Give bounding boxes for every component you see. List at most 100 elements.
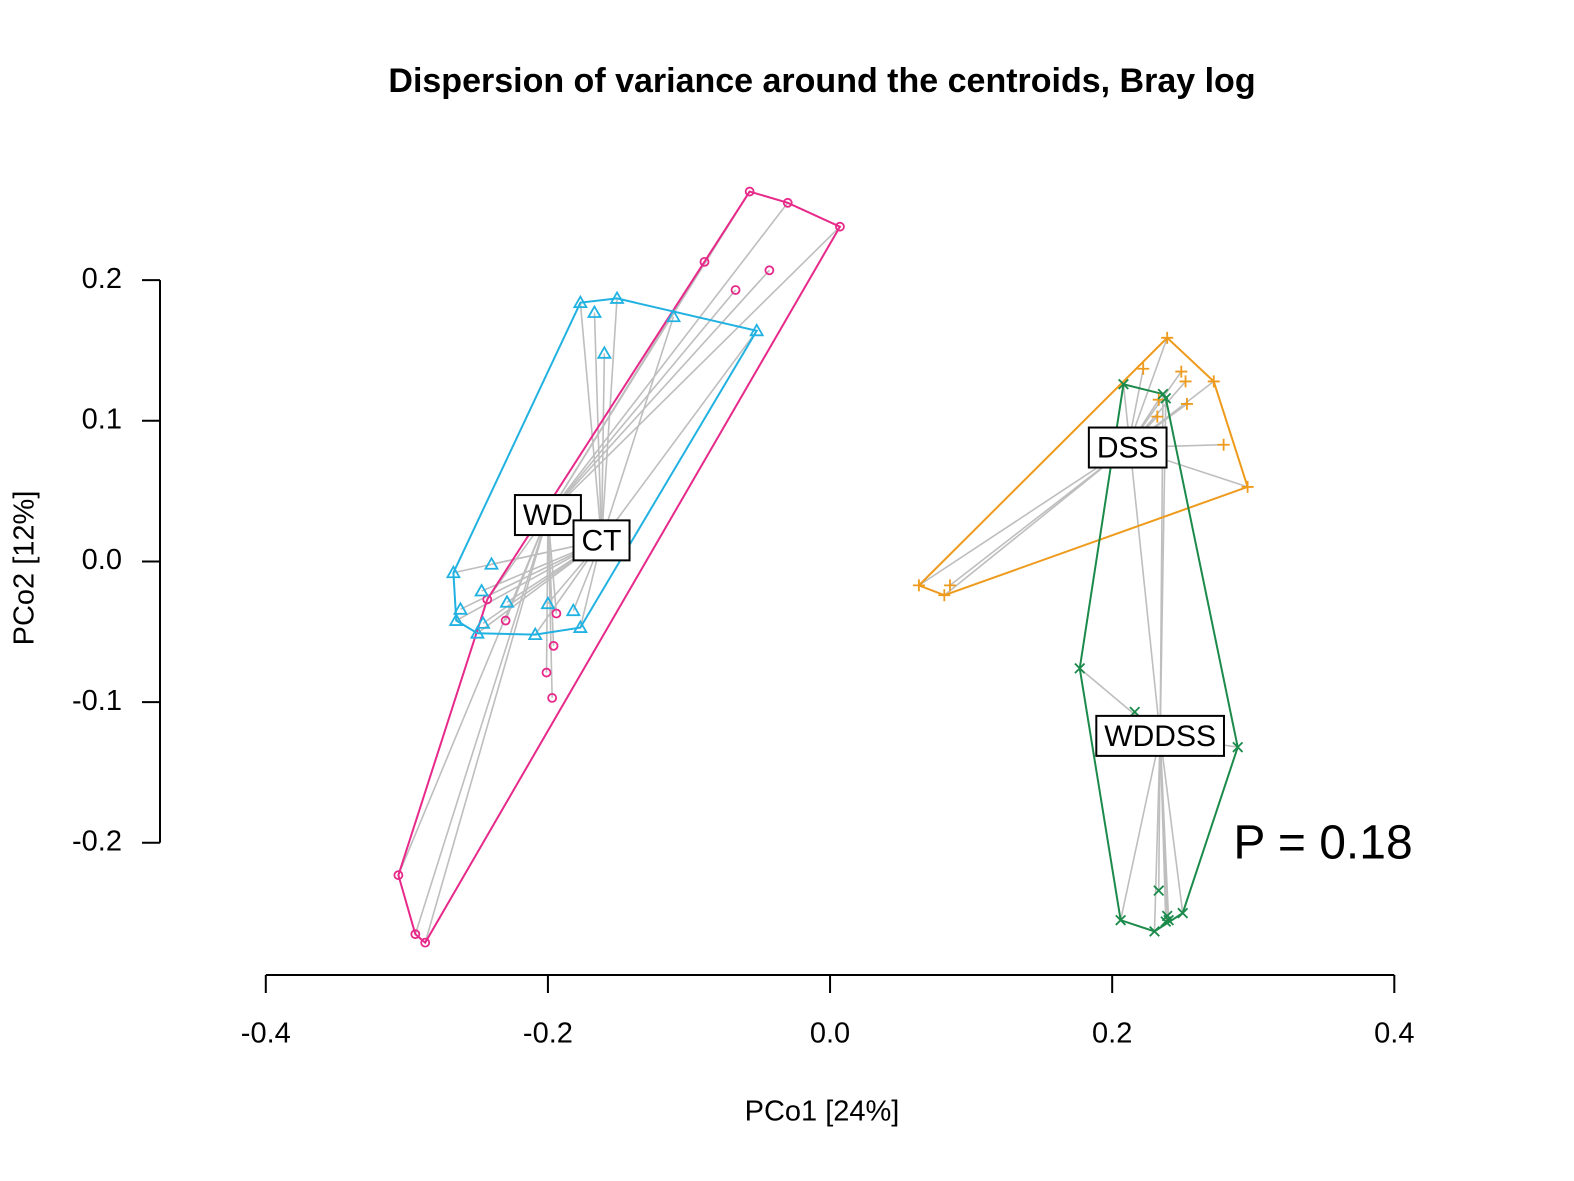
point <box>1153 885 1165 897</box>
point <box>665 308 682 323</box>
point <box>609 290 625 304</box>
point <box>500 615 511 626</box>
point <box>1180 397 1193 410</box>
point <box>1217 438 1230 451</box>
point <box>749 322 765 337</box>
point <box>943 579 956 592</box>
centroid-label-box <box>1087 426 1168 469</box>
convex-hull <box>452 297 759 636</box>
centroid-label-box <box>513 494 582 537</box>
point <box>730 285 741 295</box>
point <box>420 937 431 948</box>
centroid-segment <box>949 446 1129 587</box>
point <box>1152 393 1165 406</box>
point <box>1175 365 1188 378</box>
point <box>1151 410 1164 423</box>
centroid-segment <box>918 446 1129 587</box>
point <box>541 667 552 678</box>
centroid-segment <box>547 515 553 698</box>
point <box>1241 480 1254 493</box>
centroid-label-box <box>1095 714 1225 757</box>
x-tick-label: -0.4 <box>241 1018 291 1050</box>
p-value-annotation: P = 0.18 <box>1233 817 1412 870</box>
point <box>445 564 461 579</box>
point <box>527 626 543 641</box>
point <box>1074 662 1086 674</box>
point <box>499 594 515 608</box>
point <box>1149 925 1160 937</box>
point <box>744 186 755 197</box>
point <box>1232 741 1244 753</box>
point <box>475 615 491 629</box>
centroid-segment <box>1159 735 1167 922</box>
point <box>782 197 793 208</box>
centroid-label-text: CT <box>582 524 622 557</box>
y-tick-label: 0.1 <box>82 403 122 435</box>
y-tick-label: -0.2 <box>72 825 122 857</box>
centroid-segment <box>397 514 549 876</box>
point <box>912 579 925 592</box>
point <box>1160 392 1172 404</box>
point <box>586 304 603 318</box>
point <box>835 221 845 232</box>
x-tick-label: 0.0 <box>810 1018 850 1050</box>
centroid-label: DSS <box>1087 426 1168 469</box>
point <box>596 345 612 359</box>
point <box>1160 916 1172 927</box>
convex-hull <box>917 336 1249 597</box>
x-tick-label: -0.2 <box>523 1018 573 1050</box>
point <box>474 583 490 597</box>
x-axis-label: PCo1 [24%] <box>745 1096 900 1128</box>
point <box>540 595 556 610</box>
point <box>565 602 581 617</box>
point <box>1115 914 1127 926</box>
point <box>572 619 588 633</box>
centroid-segment <box>1159 735 1184 914</box>
y-tick-label: 0.2 <box>82 263 122 295</box>
point <box>551 608 562 619</box>
point <box>410 929 421 940</box>
y-axis-label: PCo2 [12%] <box>9 491 41 646</box>
centroid-segment <box>547 289 737 516</box>
centroid-label-text: WDDSS <box>1104 720 1216 753</box>
x-tick-label: 0.2 <box>1092 1018 1132 1050</box>
centroid-segment <box>600 298 618 541</box>
point <box>547 693 558 703</box>
centroid-label-text: DSS <box>1097 431 1159 464</box>
point <box>452 601 469 615</box>
point <box>1177 907 1189 919</box>
point <box>1163 914 1175 926</box>
point <box>393 870 404 881</box>
y-tick-label: -0.1 <box>72 685 122 717</box>
centroid-segment <box>414 514 549 935</box>
point <box>469 625 485 639</box>
centroid-segment <box>1153 735 1161 932</box>
point <box>1118 378 1129 390</box>
centroid-segment <box>600 330 758 541</box>
centroid-label: WD <box>513 494 582 537</box>
chart-title: Dispersion of variance around the centro… <box>388 62 1255 100</box>
point <box>1161 331 1174 344</box>
centroid-segment <box>547 226 841 516</box>
centroid-segment <box>424 514 549 943</box>
centroid-segment <box>1119 735 1161 921</box>
centroid-segment <box>600 353 606 541</box>
point <box>764 265 775 276</box>
centroid-label-text: WD <box>523 499 573 532</box>
point <box>938 589 951 602</box>
y-tick-label: 0.0 <box>82 544 122 576</box>
point <box>1137 362 1150 375</box>
point <box>483 556 500 570</box>
centroid-segment <box>547 269 770 516</box>
point <box>1179 375 1192 388</box>
centroid-label: CT <box>572 519 631 562</box>
point <box>448 612 464 626</box>
centroid-segment <box>579 302 603 541</box>
centroid-label-box <box>572 519 631 562</box>
point <box>699 256 710 267</box>
centroid-label: WDDSS <box>1095 714 1225 757</box>
point <box>572 294 588 309</box>
x-tick-label: 0.4 <box>1374 1018 1414 1050</box>
